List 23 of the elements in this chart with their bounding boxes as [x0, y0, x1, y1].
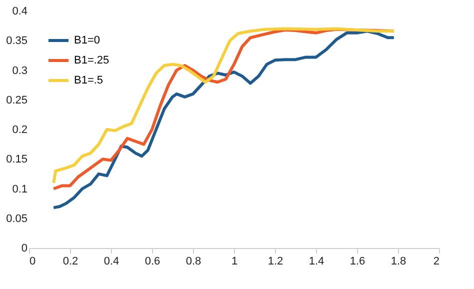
y-tick-label: 0.05: [6, 212, 28, 225]
y-tick-label: 0.4: [12, 6, 28, 18]
x-tick-label: 0.2: [62, 256, 78, 268]
x-tick-label: 1.2: [268, 256, 284, 268]
x-tick-label: 0.8: [186, 256, 202, 268]
legend-label: B1=.25: [74, 54, 110, 66]
legend-label: B1=.5: [74, 74, 104, 86]
legend-label: B1=0: [74, 34, 100, 46]
x-tick-label: 0.6: [144, 256, 160, 268]
x-tick-label: 1.4: [308, 256, 324, 268]
y-tick-label: 0.3: [12, 64, 28, 77]
x-tick-label: 1.8: [390, 256, 406, 268]
x-tick-label: 1: [231, 256, 238, 268]
x-tick-label: 0: [30, 256, 36, 268]
y-tick-label: 0.1: [12, 183, 28, 196]
y-tick-label: 0.25: [6, 94, 28, 106]
x-tick-label: 2: [433, 256, 440, 268]
y-tick-label: 0: [21, 242, 28, 254]
x-tick-label: 0.4: [104, 256, 120, 268]
y-tick-label: 0.2: [12, 124, 28, 136]
x-tick-label: 1.6: [350, 256, 366, 268]
y-tick-label: 0.15: [6, 154, 28, 166]
y-tick-label: 0.35: [6, 35, 28, 48]
